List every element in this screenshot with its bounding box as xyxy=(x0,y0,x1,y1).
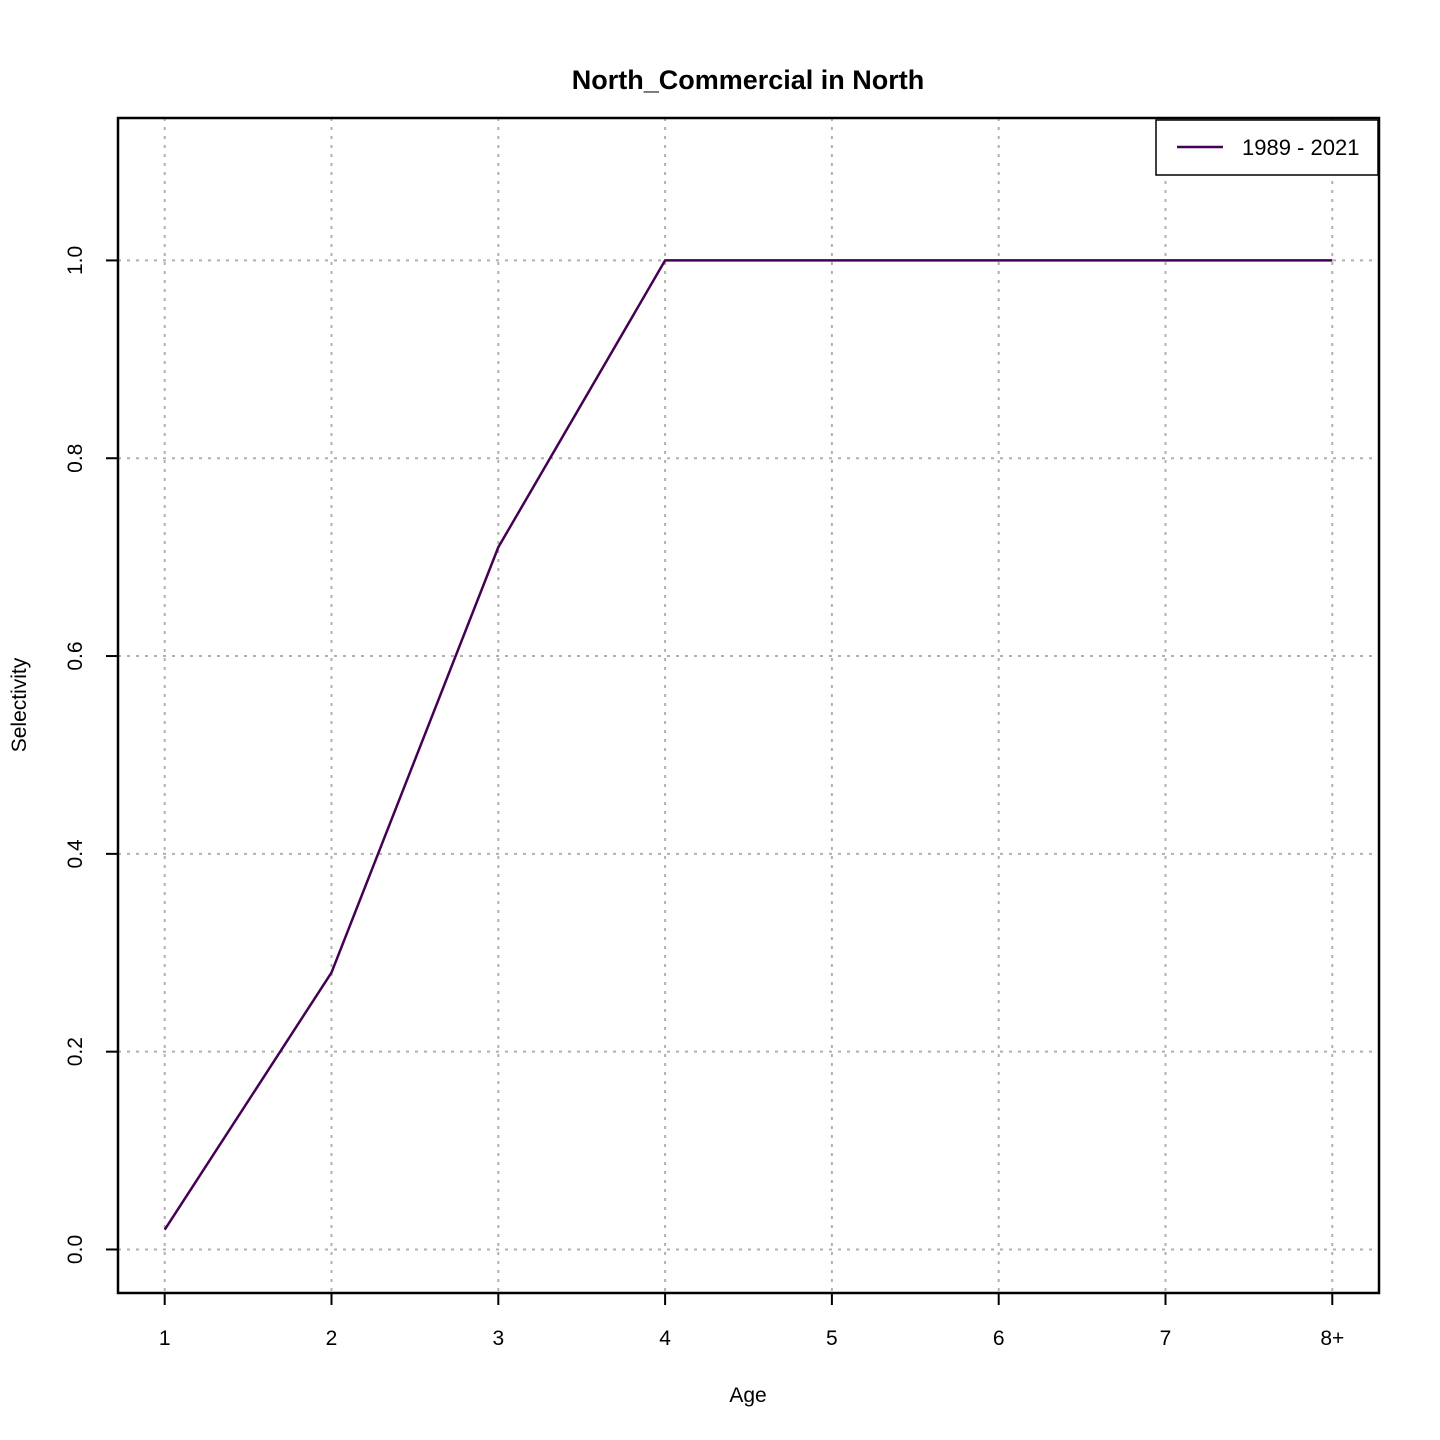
x-tick-label-3: 3 xyxy=(492,1327,504,1350)
series-line-0 xyxy=(163,259,1333,1231)
y-axis: 0.0 0.2 0.4 0.6 0.8 1.0 xyxy=(64,246,119,1264)
x-tick-label-2: 2 xyxy=(326,1327,338,1350)
y-tick-label-0.6: 0.6 xyxy=(64,641,87,670)
x-tick-label-8+: 8+ xyxy=(1320,1327,1344,1350)
plot-frame xyxy=(116,116,1381,1295)
x-tick-label-7: 7 xyxy=(1160,1327,1172,1350)
y-tick-label-0.8: 0.8 xyxy=(64,444,87,473)
y-tick-label-0.2: 0.2 xyxy=(64,1037,87,1066)
x-axis-label: Age xyxy=(729,1384,766,1407)
x-tick-label-4: 4 xyxy=(659,1327,671,1350)
y-tick-label-0.4: 0.4 xyxy=(64,839,87,869)
x-tick-label-1: 1 xyxy=(159,1327,171,1350)
y-axis-label: Selectivity xyxy=(8,657,31,752)
y-tick-label-1.0: 1.0 xyxy=(64,246,87,275)
legend: 1989 - 2021 xyxy=(1155,119,1379,176)
chart-title: North_Commercial in North xyxy=(572,65,925,95)
y-tick-label-0.0: 0.0 xyxy=(64,1235,87,1264)
legend-label: 1989 - 2021 xyxy=(1242,135,1359,160)
x-axis: 1 2 3 4 5 6 7 8+ xyxy=(159,1292,1344,1350)
series-layer xyxy=(163,259,1333,1231)
x-tick-label-6: 6 xyxy=(993,1327,1005,1350)
grid-layer xyxy=(118,118,1379,1293)
x-tick-label-5: 5 xyxy=(826,1327,838,1350)
